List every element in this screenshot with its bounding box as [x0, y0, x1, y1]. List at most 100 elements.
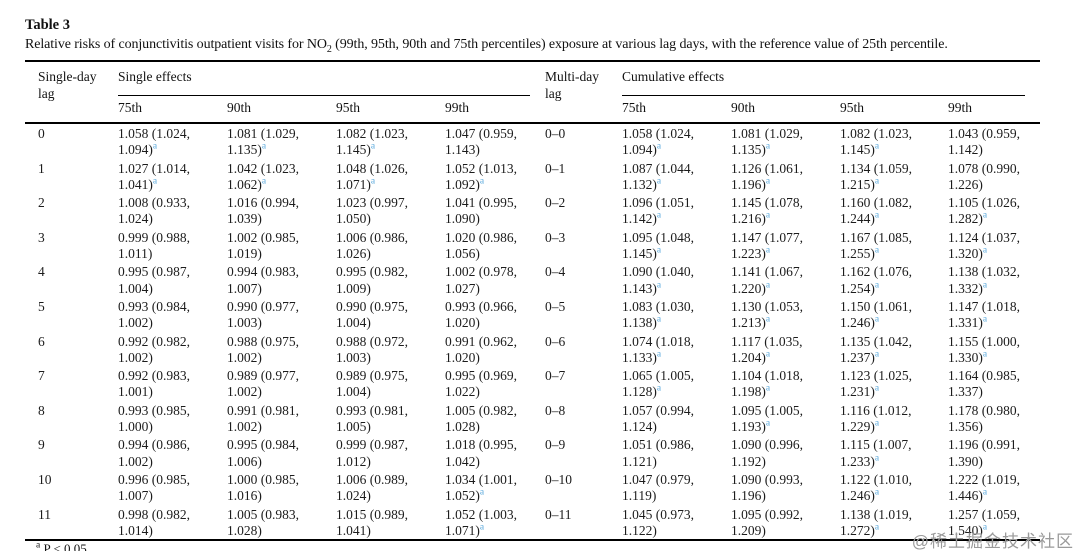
significance-marker: a: [982, 487, 988, 498]
table-row: 9 0.994 (0.986, 1.002) 0.995 (0.984, 1.006…: [25, 435, 1040, 470]
single-effect-cell: 1.027 (1.014, 1.041)a: [118, 160, 190, 192]
single-effect-cell: 0.989 (0.975, 1.004): [336, 368, 408, 400]
cumulative-effect-cell: 1.257 (1.059, 1.540)a: [948, 506, 1021, 538]
single-effect-cell: 0.995 (0.987, 1.004): [118, 264, 190, 296]
single-effect-cell: 0.989 (0.977, 1.002): [227, 368, 299, 400]
cumulative-effect-cell: 1.096 (1.051, 1.142)a: [622, 195, 695, 227]
header-cumulative-effects: Cumulative effects: [622, 61, 1040, 96]
cumulative-effect-cell: 1.147 (1.018, 1.331)a: [948, 298, 1021, 331]
single-effect-cell: 0.993 (0.984, 1.002): [118, 298, 190, 331]
single-effect-cell: 0.992 (0.983, 1.001): [118, 368, 190, 400]
single-effect-cell: 0.995 (0.969, 1.022): [445, 368, 517, 400]
table-row: 5 0.993 (0.984, 1.002) 0.990 (0.977, 1.003…: [25, 297, 1040, 332]
significance-marker: a: [656, 349, 662, 360]
watermark: @稀土掘金技术社区: [911, 532, 1074, 551]
significance-marker: a: [874, 280, 880, 291]
table-row: 3 0.999 (0.988, 1.011) 1.002 (0.985, 1.019…: [25, 228, 1040, 263]
single-effect-cell: 1.006 (0.986, 1.026): [336, 229, 408, 262]
single-effect-cell: 0.994 (0.986, 1.002): [118, 437, 190, 469]
header-single-effects: Single effects: [118, 61, 545, 96]
multi-day-lag-cell: 0–0: [545, 126, 566, 141]
cumulative-effect-cell: 1.045 (0.973, 1.122): [622, 506, 695, 538]
single-effect-cell: 1.042 (1.023, 1.062)a: [227, 160, 299, 192]
single-effect-cell: 0.993 (0.981, 1.005): [336, 402, 408, 435]
single-day-lag-cell: 11: [38, 506, 51, 522]
cumulative-effect-cell: 1.122 (1.010, 1.246)a: [840, 471, 913, 504]
table-row: 1 1.027 (1.014, 1.041)a 1.042 (1.023, 1.06…: [25, 159, 1040, 194]
single-effect-cell: 1.047 (0.959, 1.143): [445, 126, 517, 158]
significance-marker: a: [152, 176, 158, 187]
cumulative-effect-cell: 1.078 (0.990, 1.226): [948, 160, 1021, 192]
header-single-95th: 95th: [336, 100, 361, 115]
significance-marker: a: [261, 141, 267, 152]
cumulative-effect-cell: 1.116 (1.012, 1.229)a: [840, 402, 912, 435]
single-effect-cell: 1.023 (0.997, 1.050): [336, 195, 408, 227]
header-cumulative-75th: 75th: [622, 100, 647, 115]
single-day-lag-cell: 1: [38, 160, 45, 176]
single-effect-cell: 0.988 (0.972, 1.003): [336, 333, 408, 365]
single-effect-cell: 1.006 (0.989, 1.024): [336, 471, 408, 504]
single-effect-cell: 0.990 (0.977, 1.003): [227, 298, 299, 331]
caption-text-pre: Relative risks of conjunctivitis outpati…: [25, 37, 327, 52]
single-effect-cell: 0.993 (0.985, 1.000): [118, 402, 190, 435]
cumulative-effect-cell: 1.115 (1.007, 1.233)a: [840, 437, 912, 469]
header-single-75th: 75th: [118, 100, 143, 115]
cumulative-effect-cell: 1.057 (0.994, 1.124): [622, 402, 695, 435]
single-effect-cell: 0.991 (0.981, 1.002): [227, 402, 299, 435]
single-day-lag-cell: 2: [38, 195, 45, 211]
single-effect-cell: 0.999 (0.987, 1.012): [336, 437, 408, 469]
single-effect-cell: 0.999 (0.988, 1.011): [118, 229, 190, 262]
significance-marker: a: [479, 176, 485, 187]
significance-marker: a: [656, 245, 662, 256]
cumulative-effect-cell: 1.162 (1.076, 1.254)a: [840, 264, 913, 296]
cumulative-effect-cell: 1.135 (1.042, 1.237)a: [840, 333, 913, 365]
cumulative-effect-cell: 1.105 (1.026, 1.282)a: [948, 195, 1021, 227]
significance-marker: a: [765, 141, 771, 152]
single-effect-cell: 1.058 (1.024, 1.094)a: [118, 126, 190, 158]
significance-marker: a: [765, 383, 771, 394]
percentile-header-row: 75th 90th 95th 99th 75th 90th 95th 99th: [25, 96, 1040, 123]
caption-subscript: 2: [326, 43, 332, 55]
single-effect-cell: 0.990 (0.975, 1.004): [336, 298, 408, 331]
significance-marker: a: [874, 210, 880, 221]
significance-marker: a: [765, 314, 771, 325]
single-effect-cell: 1.002 (0.978, 1.027): [445, 264, 517, 296]
single-day-lag-cell: 0: [38, 126, 45, 141]
significance-marker: a: [656, 176, 662, 187]
table-row: 0 1.058 (1.024, 1.094)a 1.081 (1.029, 1.13…: [25, 123, 1040, 159]
cumulative-effect-cell: 1.117 (1.035, 1.204)a: [731, 333, 803, 365]
significance-marker: a: [656, 314, 662, 325]
single-day-lag-cell: 4: [38, 264, 45, 280]
cumulative-effect-cell: 1.145 (1.078, 1.216)a: [731, 195, 804, 227]
header-cumulative-effects-label: Cumulative effects: [622, 62, 1026, 96]
multi-day-lag-cell: 0–10: [545, 471, 573, 487]
cumulative-effect-cell: 1.147 (1.077, 1.223)a: [731, 229, 804, 262]
significance-marker: a: [874, 418, 880, 429]
multi-day-lag-cell: 0–2: [545, 195, 566, 211]
cumulative-effect-cell: 1.178 (0.980, 1.356): [948, 402, 1021, 435]
cumulative-effect-cell: 1.138 (1.019, 1.272)a: [840, 506, 913, 538]
table-body: 0 1.058 (1.024, 1.094)a 1.081 (1.029, 1.13…: [25, 123, 1040, 540]
significance-marker: a: [982, 314, 988, 325]
cumulative-effect-cell: 1.134 (1.059, 1.215)a: [840, 160, 913, 192]
cumulative-effect-cell: 1.222 (1.019, 1.446)a: [948, 471, 1021, 504]
significance-marker: a: [874, 314, 880, 325]
single-effect-cell: 0.995 (0.982, 1.009): [336, 264, 408, 296]
header-single-99th: 99th: [445, 100, 470, 115]
significance-marker: a: [479, 487, 485, 498]
cumulative-effect-cell: 1.082 (1.023, 1.145)a: [840, 126, 913, 158]
multi-day-lag-cell: 0–5: [545, 298, 566, 314]
single-effect-cell: 0.988 (0.975, 1.002): [227, 333, 299, 365]
multi-day-lag-cell: 0–8: [545, 402, 566, 418]
table-row: 7 0.992 (0.983, 1.001) 0.989 (0.977, 1.002…: [25, 366, 1040, 401]
single-effect-cell: 1.034 (1.001, 1.052)a: [445, 471, 517, 504]
cumulative-effect-cell: 1.095 (1.048, 1.145)a: [622, 229, 695, 262]
multi-day-lag-cell: 0–7: [545, 368, 566, 384]
multi-day-lag-cell: 0–6: [545, 333, 566, 349]
cumulative-effect-cell: 1.164 (0.985, 1.337): [948, 368, 1021, 400]
significance-marker: a: [765, 418, 771, 429]
table-header: Single-day lag Single effects Multi-day …: [25, 61, 1041, 123]
table-row: 2 1.008 (0.933, 1.024) 1.016 (0.994, 1.039…: [25, 193, 1040, 228]
single-effect-cell: 1.041 (0.995, 1.090): [445, 195, 517, 227]
